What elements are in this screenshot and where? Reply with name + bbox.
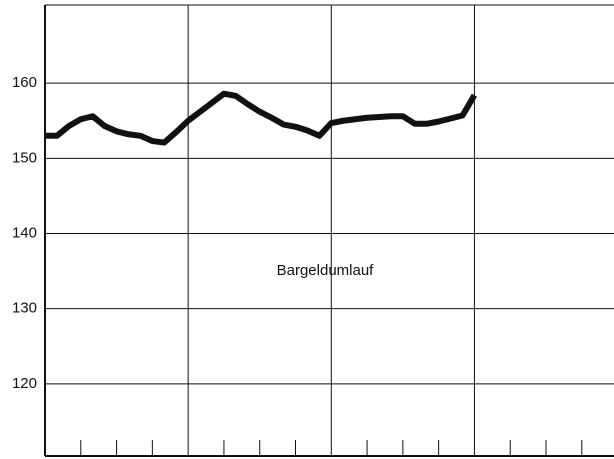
data-line: [45, 90, 478, 146]
y-tick-label: 140: [12, 224, 37, 241]
y-tick-label: 150: [12, 149, 37, 166]
annotation: Bargeldumlauf: [277, 262, 375, 279]
y-tick-label: 120: [12, 375, 37, 392]
y-tick-label: 160: [12, 74, 37, 91]
y-tick-label: 130: [12, 300, 37, 317]
